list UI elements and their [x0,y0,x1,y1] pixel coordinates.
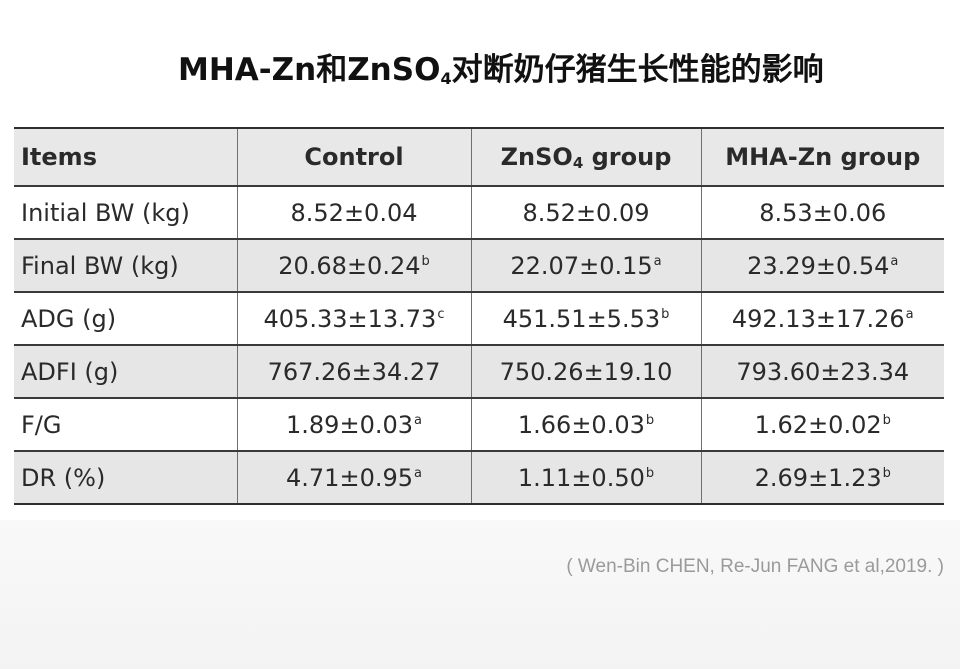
table-row: ADG (g) 405.33±13.73c 451.51±5.53b 492.13±1… [14,291,944,346]
title-subscript: 4 [440,69,452,88]
row-label: ADFI (g) [14,344,237,399]
header-control: Control [236,127,471,187]
table-row: DR (%) 4.71±0.95a 1.11±0.50b 2.69±1.23b [14,450,944,505]
significance-superscript: a [414,465,422,481]
significance-superscript: a [653,253,662,269]
table-cell: 1.11±0.50b [470,450,701,505]
cell-value: 8.52±0.04 [290,198,418,227]
significance-superscript: a [890,253,899,269]
citation: ( Wen-Bin CHEN, Re-Jun FANG et al,2019. … [566,556,944,577]
table-cell: 750.26±19.10 [470,344,701,399]
table-cell: 1.62±0.02b [700,397,944,452]
significance-superscript: b [645,465,655,481]
cell-value: 767.26±34.27 [267,357,441,386]
table-header-row: Items Control ZnSO4 group MHA-Zn group [14,127,944,187]
cell-value: 1.11±0.50 [517,463,645,492]
row-label: Initial BW (kg) [14,185,237,240]
table-cell: 1.89±0.03a [236,397,471,452]
significance-superscript: b [882,465,891,481]
header-items: Items [14,127,237,187]
table-row: Initial BW (kg) 8.52±0.04 8.52±0.09 8.53±0.… [14,185,944,240]
cell-value: 451.51±5.53 [502,304,661,333]
page-title: MHA-Zn和ZnSO4对断奶仔猪生长性能的影响 [178,44,824,89]
row-label: ADG (g) [14,291,237,346]
row-label: DR (%) [14,450,237,505]
cell-value: 793.60±23.34 [736,357,910,386]
cell-value: 4.71±0.95 [286,463,413,492]
table-row: Final BW (kg) 20.68±0.24b 22.07±0.15a 23.29… [14,238,944,293]
header-znso4-suffix: group [583,142,672,171]
row-label: Final BW (kg) [14,238,237,293]
table-row: F/G 1.89±0.03a 1.66±0.03b 1.62±0.02b [14,397,944,452]
cell-value: 22.07±0.15 [510,251,653,280]
title-part2: 对断奶仔猪生长性能的影响 [451,52,824,88]
header-znso4-subscript: 4 [572,153,584,172]
table-cell: 492.13±17.26a [700,291,944,346]
cell-value: 405.33±13.73 [263,304,437,333]
table-cell: 405.33±13.73c [236,291,471,346]
significance-superscript: a [414,412,422,428]
cell-value: 23.29±0.54 [747,251,890,280]
cell-value: 1.66±0.03 [517,410,645,439]
significance-superscript: b [421,253,430,269]
cell-value: 8.52±0.09 [522,198,650,227]
cell-value: 1.62±0.02 [754,410,882,439]
significance-superscript: b [645,412,655,428]
significance-superscript: c [437,306,445,322]
table-cell: 4.71±0.95a [236,450,471,505]
significance-superscript: b [661,306,670,322]
table-cell: 1.66±0.03b [470,397,701,452]
table-cell: 23.29±0.54a [700,238,944,293]
cell-value: 750.26±19.10 [499,357,673,386]
header-znso4-group: ZnSO4 group [470,127,701,187]
table-cell: 793.60±23.34 [700,344,944,399]
lower-background [0,520,960,669]
significance-superscript: b [882,412,891,428]
table-cell: 451.51±5.53b [470,291,701,346]
table-cell: 8.52±0.04 [236,185,471,240]
table-cell: 8.52±0.09 [470,185,701,240]
header-znso4-prefix: ZnSO [500,142,573,171]
table-row: ADFI (g) 767.26±34.27 750.26±19.10 793.60±2… [14,344,944,399]
header-mhazn-group: MHA-Zn group [700,127,944,187]
cell-value: 492.13±17.26 [731,304,905,333]
row-label: F/G [14,397,237,452]
table-cell: 22.07±0.15a [470,238,701,293]
performance-table: Items Control ZnSO4 group MHA-Zn group I… [14,127,944,505]
cell-value: 2.69±1.23 [754,463,882,492]
title-part1: MHA-Zn和ZnSO [178,52,441,88]
cell-value: 1.89±0.03 [286,410,413,439]
table-cell: 767.26±34.27 [236,344,471,399]
table-cell: 20.68±0.24b [236,238,471,293]
table-cell: 8.53±0.06 [700,185,944,240]
cell-value: 20.68±0.24 [278,251,421,280]
significance-superscript: a [905,306,914,322]
table-cell: 2.69±1.23b [700,450,944,505]
cell-value: 8.53±0.06 [759,198,887,227]
